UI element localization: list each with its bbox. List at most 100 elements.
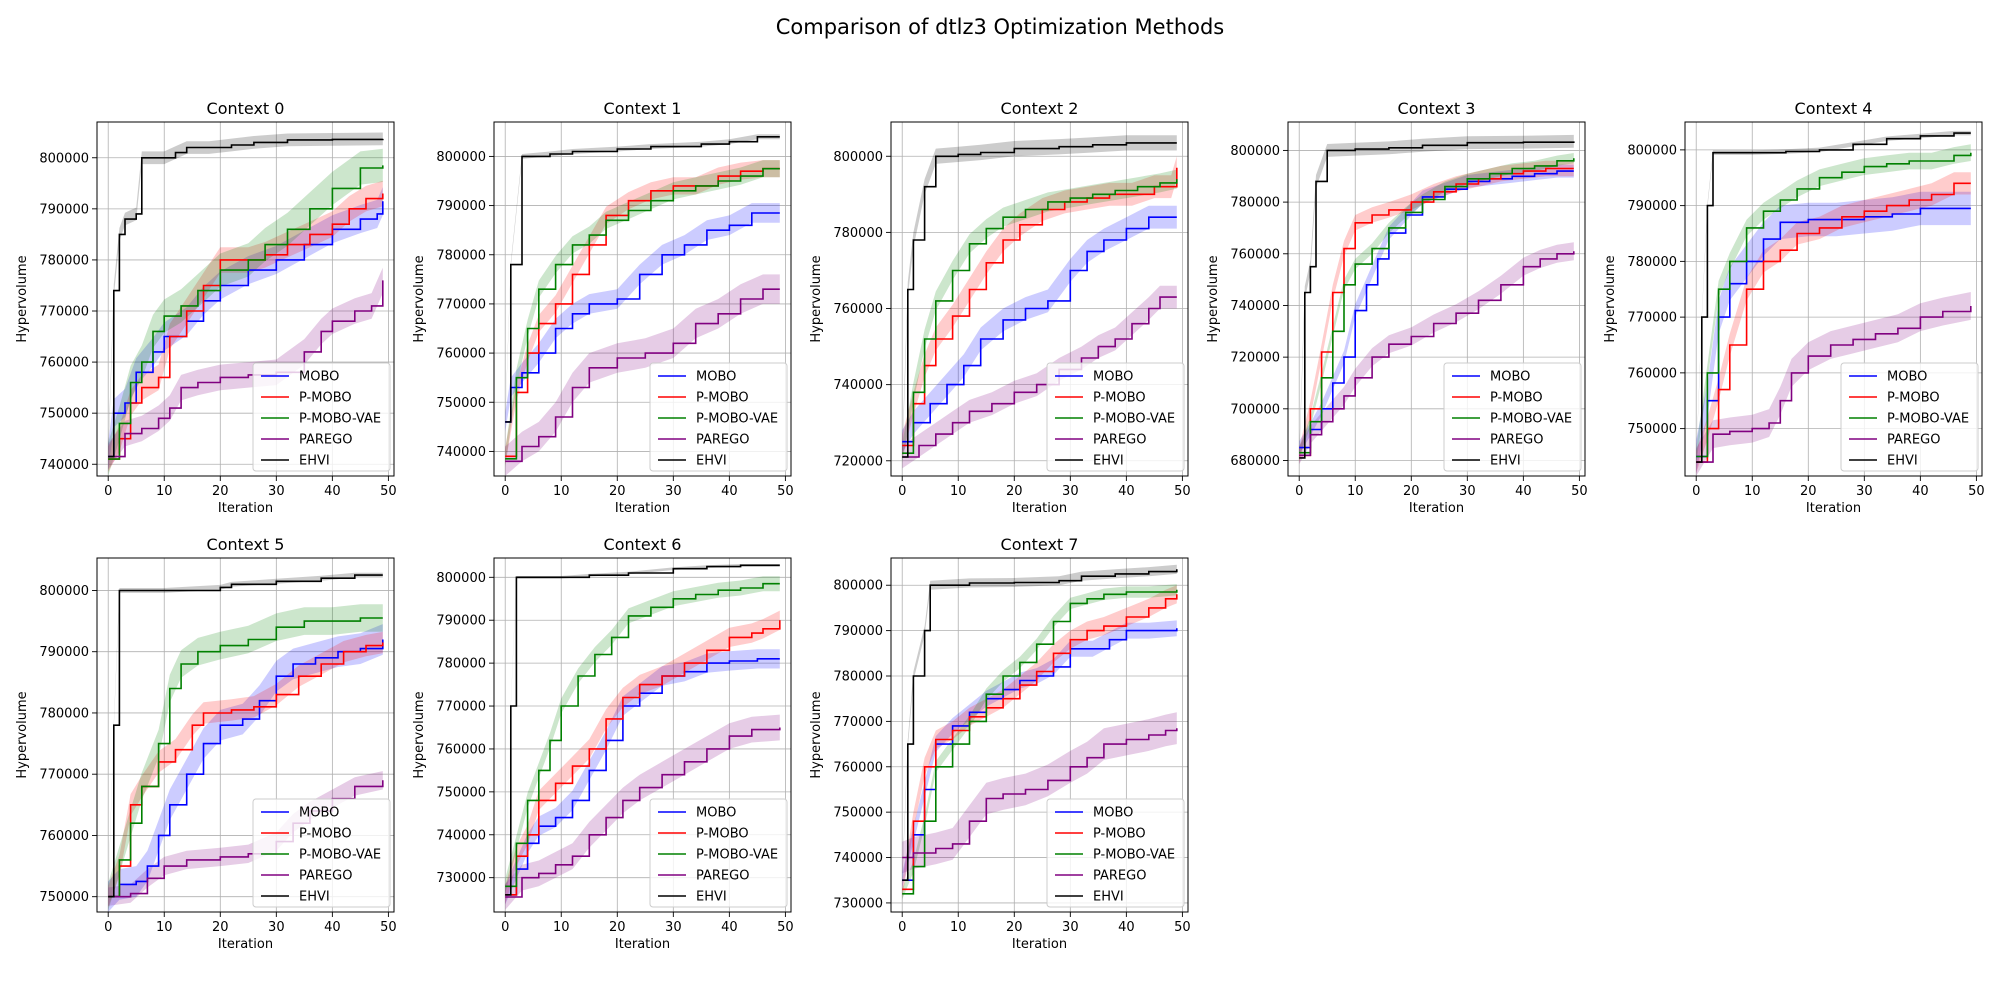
band-parego <box>505 714 780 910</box>
series-line-mobo <box>1299 170 1574 449</box>
x-tick-label: 40 <box>721 920 738 935</box>
series-layer <box>902 564 1178 900</box>
y-tick-label: 780000 <box>39 706 89 721</box>
series-line-parego <box>1696 306 1972 463</box>
legend-entry-label: PAREGO <box>299 869 352 884</box>
y-tick-label: 750000 <box>39 890 89 905</box>
x-tick-label: 0 <box>1295 484 1303 499</box>
band-mobo <box>902 620 1177 889</box>
legend-entry-label: P-MOBO-VAE <box>696 848 778 863</box>
band-p-mobo-vae <box>108 148 383 476</box>
band-parego <box>1696 292 1971 476</box>
legend-box <box>1840 362 1979 472</box>
y-tick-label: 770000 <box>833 715 883 730</box>
x-tick-label: 50 <box>1174 920 1191 935</box>
subplot-title: Context 3 <box>1398 99 1476 118</box>
legend-entry-label: P-MOBO-VAE <box>299 412 381 427</box>
legend: MOBO P-MOBO P-MOBO-VAE PAREGO EHVI <box>252 362 391 472</box>
legend-entry-label: PAREGO <box>696 433 749 448</box>
legend-entry-label: P-MOBO <box>1093 827 1146 842</box>
series-line-p-mobo-vae <box>108 165 384 460</box>
y-tick-label: 720000 <box>833 454 883 469</box>
y-tick-label: 740000 <box>833 378 883 393</box>
y-tick-label: 800000 <box>436 571 486 586</box>
legend-entry-label: MOBO <box>299 806 339 821</box>
y-axis-label: Hypervolume <box>809 255 824 342</box>
x-tick-label: 40 <box>1515 484 1532 499</box>
legend-entry-label: PAREGO <box>1093 869 1146 884</box>
y-axis-label: Hypervolume <box>412 255 427 342</box>
series-layer <box>1696 130 1972 476</box>
y-tick-label: 760000 <box>1627 366 1677 381</box>
x-tick-label: 10 <box>156 920 173 935</box>
legend-entry-label: P-MOBO-VAE <box>696 412 778 427</box>
x-tick-label: 30 <box>268 484 285 499</box>
y-tick-label: 740000 <box>1230 299 1280 314</box>
y-tick-label: 790000 <box>39 645 89 660</box>
y-tick-label: 770000 <box>436 700 486 715</box>
series-line-ehvi <box>1299 141 1575 459</box>
y-tick-label: 760000 <box>833 760 883 775</box>
x-tick-label: 50 <box>1174 484 1191 499</box>
x-tick-label: 0 <box>501 484 509 499</box>
x-tick-label: 50 <box>1968 484 1985 499</box>
x-tick-label: 0 <box>898 920 906 935</box>
subplot-context-5: 0 10 20 30 40 50 750000 760000 770000 780000 79000… <box>15 535 397 952</box>
series-line-mobo <box>505 658 780 896</box>
band-p-mobo <box>108 180 383 472</box>
x-tick-label: 0 <box>501 920 509 935</box>
x-tick-label: 10 <box>950 484 967 499</box>
y-tick-label: 790000 <box>833 624 883 639</box>
y-tick-label: 790000 <box>39 202 89 217</box>
x-tick-label: 20 <box>1006 920 1023 935</box>
subplot-title: Context 0 <box>207 99 285 118</box>
y-tick-label: 780000 <box>39 253 89 268</box>
x-tick-label: 10 <box>553 484 570 499</box>
legend-entry-label: P-MOBO <box>1093 391 1146 406</box>
legend-entry-label: EHVI <box>299 890 330 905</box>
y-axis-label: Hypervolume <box>1206 255 1221 342</box>
series-layer <box>505 134 780 476</box>
legend-entry-label: EHVI <box>1490 454 1521 469</box>
axes-frame <box>1684 121 1983 477</box>
x-tick-label: 40 <box>1118 484 1135 499</box>
series-line-p-mobo <box>902 167 1178 447</box>
y-axis-label: Hypervolume <box>809 691 824 778</box>
series-line-p-mobo-vae <box>505 582 780 888</box>
band-mobo <box>505 649 780 905</box>
legend-entry-label: PAREGO <box>1093 433 1146 448</box>
subplot-title: Context 7 <box>1001 535 1079 554</box>
y-axis-label: Hypervolume <box>15 691 30 778</box>
subplot-context-1: 0 10 20 30 40 50 740000 750000 760000 770000 78000… <box>412 99 794 516</box>
y-tick-label: 680000 <box>1230 454 1280 469</box>
y-tick-label: 700000 <box>1230 402 1280 417</box>
series-layer <box>505 564 781 910</box>
y-axis-label: Hypervolume <box>15 255 30 342</box>
legend-entry-label: EHVI <box>1887 454 1918 469</box>
legend-box <box>1046 362 1185 472</box>
axes-frame <box>493 557 792 913</box>
series-line-mobo <box>902 216 1177 443</box>
y-tick-label: 780000 <box>833 670 883 685</box>
legend: MOBO P-MOBO P-MOBO-VAE PAREGO EHVI <box>1046 798 1185 908</box>
series-line-ehvi <box>902 569 1178 881</box>
x-axis-label: Iteration <box>218 501 273 516</box>
subplot-context-3: 0 10 20 30 40 50 680000 700000 720000 740000 76000… <box>1206 99 1588 516</box>
band-parego <box>505 274 780 476</box>
y-tick-label: 790000 <box>436 199 486 214</box>
x-tick-label: 40 <box>721 484 738 499</box>
subplot-title: Context 2 <box>1001 99 1079 118</box>
series-line-p-mobo <box>505 167 780 458</box>
subplot-title: Context 1 <box>604 99 682 118</box>
subplot-context-7: 0 10 20 30 40 50 730000 740000 750000 760000 77000… <box>809 535 1191 952</box>
x-tick-label: 30 <box>1062 920 1079 935</box>
series-line-ehvi <box>902 142 1177 458</box>
y-tick-label: 760000 <box>39 356 89 371</box>
x-axis-label: Iteration <box>1012 937 1067 952</box>
x-tick-label: 30 <box>1062 484 1079 499</box>
x-tick-label: 40 <box>324 484 341 499</box>
y-tick-label: 800000 <box>1230 144 1280 159</box>
axes-frame <box>96 557 395 913</box>
series-line-p-mobo-vae <box>1299 158 1575 454</box>
legend-entry-label: P-MOBO <box>1490 391 1543 406</box>
